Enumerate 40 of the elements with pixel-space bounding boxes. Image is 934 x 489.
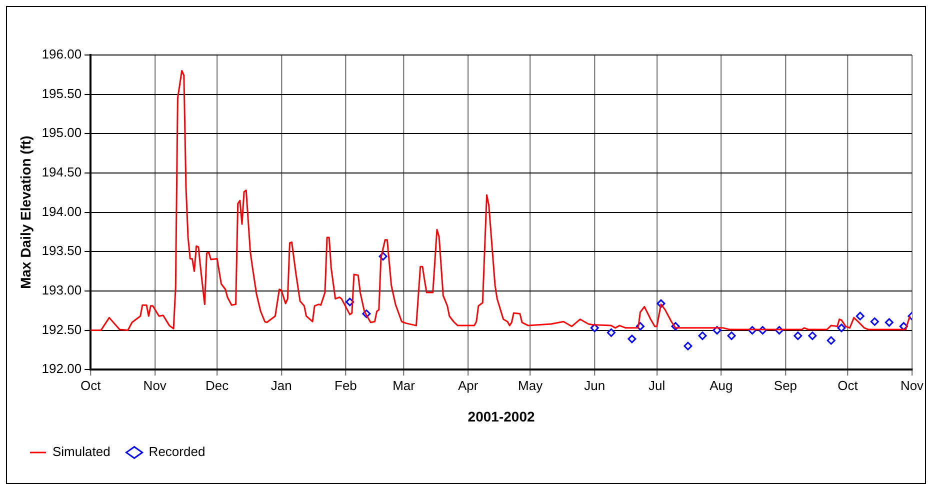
point xyxy=(698,332,707,340)
point xyxy=(606,328,616,337)
point xyxy=(884,318,894,327)
x-tick-label: Oct xyxy=(80,378,102,393)
x-tick-label: Feb xyxy=(334,378,357,393)
point xyxy=(794,332,802,340)
y-tick-label: 193.00 xyxy=(42,282,82,298)
x-tick-label: Jun xyxy=(584,378,606,393)
point xyxy=(856,312,864,320)
point xyxy=(590,324,599,332)
x-tick-label: Nov xyxy=(143,378,167,393)
x-tick-label: Jul xyxy=(648,378,666,393)
x-tick-label: Jan xyxy=(270,378,292,393)
point xyxy=(808,332,817,340)
legend-label: Simulated xyxy=(52,444,110,460)
point xyxy=(826,336,836,345)
y-tick-label: 193.50 xyxy=(42,243,82,258)
point xyxy=(870,317,879,326)
x-tick-label: Apr xyxy=(458,378,479,393)
x-tick-label: May xyxy=(518,378,544,393)
point xyxy=(837,324,846,332)
legend-label: Recorded xyxy=(148,444,206,460)
y-tick-label: 195.00 xyxy=(42,125,82,140)
x-tick-label: Nov xyxy=(900,378,924,393)
point xyxy=(628,334,636,344)
x-axis-title: 2001-2002 xyxy=(468,408,535,424)
y-tick-label: 192.00 xyxy=(42,361,82,376)
y-axis-title: Max Daily Elevation (ft) xyxy=(17,136,34,289)
point xyxy=(684,342,692,350)
y-tick-label: 194.50 xyxy=(42,164,82,180)
x-tick-label: Oct xyxy=(838,378,858,393)
y-tick-label: 192.50 xyxy=(42,322,82,337)
x-tick-label: Sep xyxy=(774,378,798,393)
y-tick-label: 194.00 xyxy=(42,204,82,219)
y-tick-label: 196.00 xyxy=(42,46,82,62)
x-tick-label: Dec xyxy=(206,378,230,393)
point xyxy=(727,332,736,340)
x-tick-label: Aug xyxy=(710,378,733,393)
y-tick-label: 195.50 xyxy=(42,86,82,101)
x-tick-label: Mar xyxy=(392,378,416,393)
